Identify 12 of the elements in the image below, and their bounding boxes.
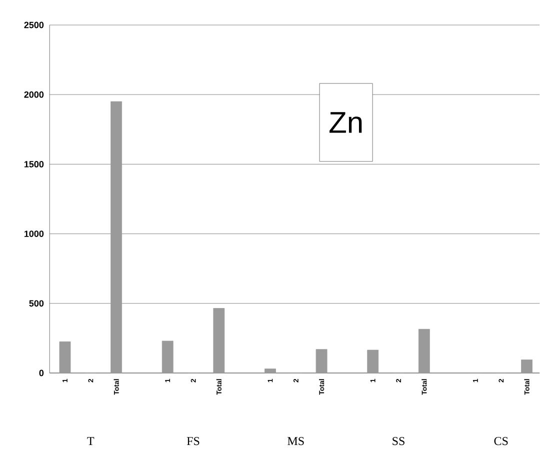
text: SS	[392, 437, 404, 446]
y-tick-label: 500	[29, 300, 44, 307]
y-tick-label: 2500	[24, 22, 44, 28]
text: CS	[494, 437, 508, 446]
y-tick-label: 2000	[24, 91, 44, 98]
text: FS	[186, 437, 200, 446]
y-tick-label: 1000	[24, 230, 44, 237]
text: MS	[288, 437, 304, 446]
y-tick-label: 1500	[24, 161, 44, 168]
y-tick-label: 0	[39, 370, 44, 376]
text: Zn	[330, 112, 362, 133]
text: T	[87, 437, 94, 445]
